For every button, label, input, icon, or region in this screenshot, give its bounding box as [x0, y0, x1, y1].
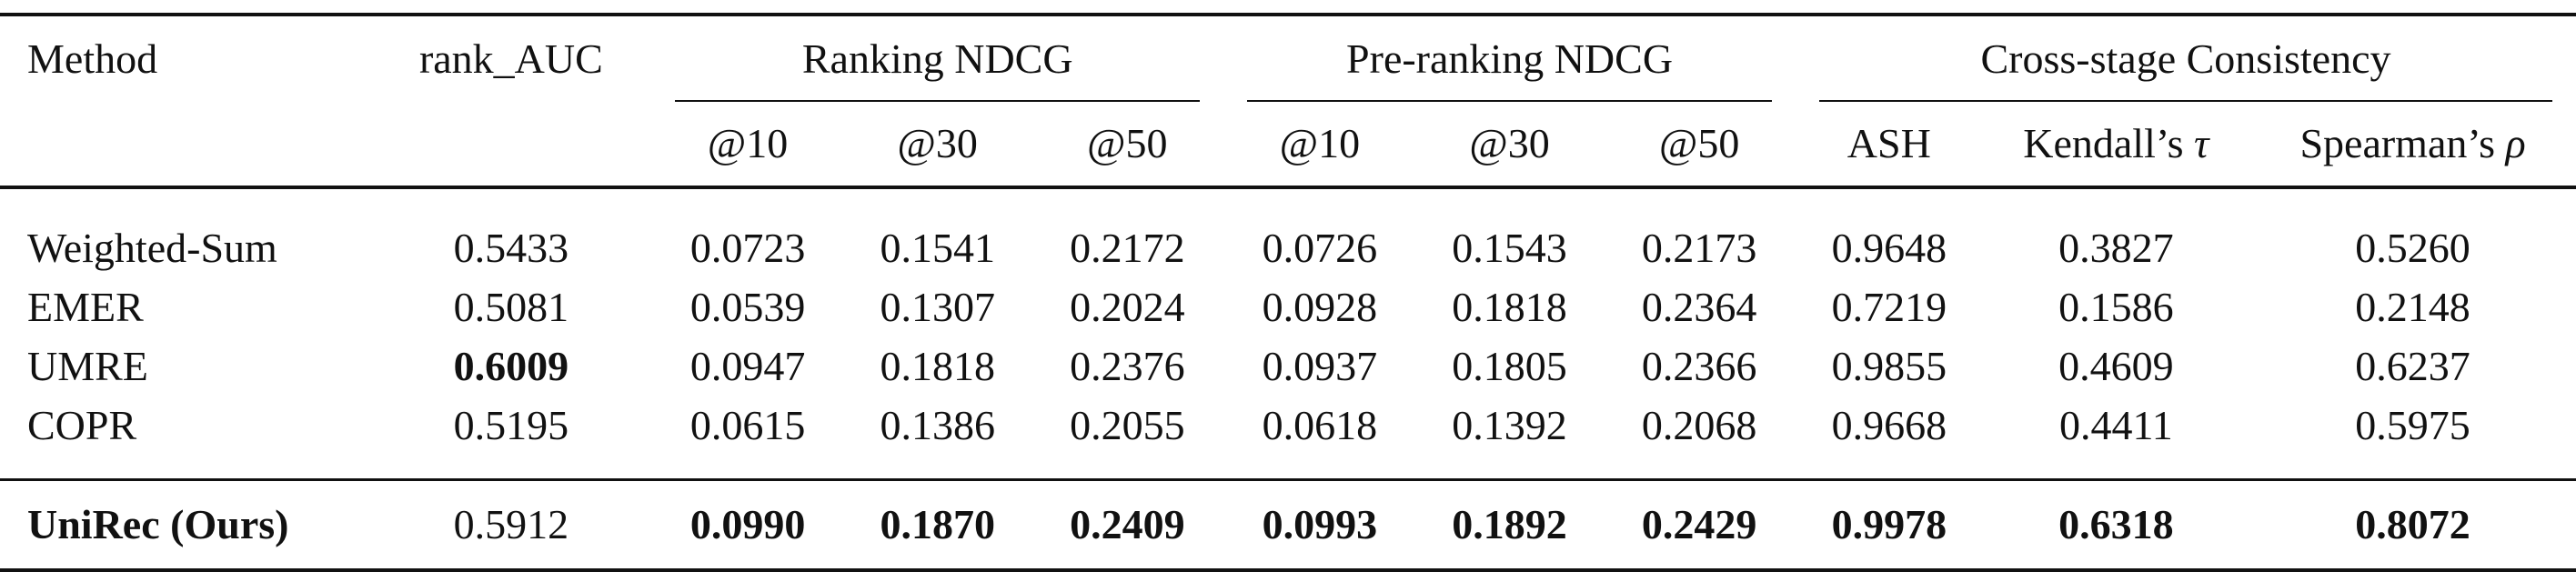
header-preranking-at50: @50 [1658, 120, 1740, 166]
header-spearman: Spearman’s ρ [2249, 102, 2576, 187]
cell-spearman: 0.5975 [2355, 401, 2470, 448]
cell-ranking-at10: 0.0539 [689, 283, 806, 330]
cell-method: UMRE [27, 342, 148, 389]
table-row-emer: EMER 0.5081 0.0539 0.1307 0.2024 0.0928 … [0, 277, 2576, 336]
spearman-rho-symbol: ρ [2505, 120, 2526, 166]
cell-kendall: 0.4609 [2058, 342, 2174, 389]
cell-rank-auc-best: 0.6009 [453, 342, 569, 389]
cell-preranking-at50: 0.2366 [1641, 342, 1757, 389]
cell-kendall: 0.1586 [2058, 283, 2174, 330]
cell-preranking-at50: 0.2364 [1641, 283, 1757, 330]
cell-ranking-at30: 0.1818 [880, 342, 995, 389]
table-row-weighted-sum: Weighted-Sum 0.5433 0.0723 0.1541 0.2172… [0, 187, 2576, 277]
cell-preranking-at50-best: 0.2429 [1641, 501, 1757, 547]
cell-preranking-at10: 0.0928 [1262, 283, 1378, 330]
header-group-ranking-label: Ranking NDCG [801, 35, 1073, 82]
header-rank-auc-spacer [370, 102, 651, 187]
cell-spearman: 0.5260 [2355, 224, 2470, 271]
cell-ash: 0.9668 [1831, 401, 1947, 448]
table-row-unirec-ours: UniRec (Ours) 0.5912 0.0990 0.1870 0.240… [0, 479, 2576, 570]
table-row-copr: COPR 0.5195 0.0615 0.1386 0.2055 0.0618 … [0, 396, 2576, 480]
cell-preranking-at30-best: 0.1892 [1452, 501, 1567, 547]
cell-ranking-at50-best: 0.2409 [1070, 501, 1185, 547]
cell-spearman: 0.2148 [2355, 283, 2470, 330]
group-rule-cross [1818, 100, 2552, 102]
cell-preranking-at10: 0.0618 [1262, 401, 1378, 448]
cell-method: Weighted-Sum [27, 224, 277, 271]
cell-preranking-at30: 0.1818 [1452, 283, 1567, 330]
cell-ranking-at30: 0.1307 [880, 283, 995, 330]
results-table-container: Method rank_AUC Ranking NDCG Pre-ranking… [0, 15, 2576, 570]
cell-ranking-at50: 0.2024 [1070, 283, 1185, 330]
cell-preranking-at50: 0.2068 [1641, 401, 1757, 448]
header-kendall-label: Kendall’s [2023, 120, 2195, 166]
header-group-cross-stage: Cross-stage Consistency [1796, 15, 2576, 102]
header-row-metrics: @10 @30 @50 @10 @30 @50 ASH Kendall’s τ … [0, 102, 2576, 187]
cell-ash: 0.7219 [1831, 283, 1947, 330]
cell-rank-auc: 0.5081 [453, 283, 569, 330]
header-group-ranking-ndcg: Ranking NDCG [651, 15, 1223, 102]
header-group-cross-label: Cross-stage Consistency [1980, 35, 2391, 82]
header-ranking-at30: @30 [897, 120, 978, 166]
header-spearman-label: Spearman’s [2299, 120, 2506, 166]
cell-ranking-at10: 0.0947 [689, 342, 806, 389]
cell-preranking-at10-best: 0.0993 [1262, 501, 1378, 547]
group-rule-ranking [675, 100, 1201, 102]
header-ash: ASH [1846, 120, 1931, 166]
cell-ranking-at10-best: 0.0990 [689, 501, 806, 547]
header-ranking-at50: @50 [1087, 120, 1168, 166]
cell-ranking-at50: 0.2376 [1070, 342, 1185, 389]
cell-spearman-best: 0.8072 [2355, 501, 2470, 547]
header-rank-auc: rank_AUC [418, 35, 603, 82]
cell-kendall: 0.3827 [2058, 224, 2174, 271]
cell-rank-auc: 0.5195 [453, 401, 569, 448]
header-group-preranking-ndcg: Pre-ranking NDCG [1223, 15, 1796, 102]
cell-method-ours: UniRec (Ours) [27, 501, 289, 547]
cell-ranking-at30: 0.1541 [880, 224, 995, 271]
cell-ash-best: 0.9978 [1831, 501, 1947, 547]
header-preranking-at10: @10 [1279, 120, 1361, 166]
cell-kendall: 0.4411 [2058, 401, 2173, 448]
cell-preranking-at30: 0.1543 [1452, 224, 1567, 271]
cell-preranking-at10: 0.0726 [1262, 224, 1378, 271]
cell-preranking-at50: 0.2173 [1641, 224, 1757, 271]
cell-ranking-at50: 0.2055 [1070, 401, 1185, 448]
cell-ranking-at30: 0.1386 [880, 401, 995, 448]
cell-spearman: 0.6237 [2355, 342, 2470, 389]
results-table: Method rank_AUC Ranking NDCG Pre-ranking… [0, 13, 2576, 572]
cell-ash: 0.9648 [1831, 224, 1947, 271]
cell-rank-auc: 0.5433 [453, 224, 569, 271]
header-kendall: Kendall’s τ [1983, 102, 2249, 187]
cell-method: EMER [27, 283, 144, 330]
kendall-tau-symbol: τ [2194, 120, 2209, 166]
header-row-groups: Method rank_AUC Ranking NDCG Pre-ranking… [0, 15, 2576, 102]
cell-preranking-at30: 0.1392 [1452, 401, 1567, 448]
cell-preranking-at30: 0.1805 [1452, 342, 1567, 389]
header-method-spacer [0, 102, 370, 187]
group-rule-preranking [1247, 100, 1772, 102]
cell-preranking-at10: 0.0937 [1262, 342, 1378, 389]
header-method: Method [27, 35, 158, 82]
cell-ash: 0.9855 [1831, 342, 1947, 389]
cell-ranking-at10: 0.0615 [689, 401, 806, 448]
header-preranking-at30: @30 [1469, 120, 1550, 166]
cell-method: COPR [27, 401, 137, 448]
table-row-umre: UMRE 0.6009 0.0947 0.1818 0.2376 0.0937 … [0, 336, 2576, 396]
cell-kendall-best: 0.6318 [2058, 501, 2174, 547]
cell-ranking-at10: 0.0723 [689, 224, 806, 271]
cell-ranking-at50: 0.2172 [1070, 224, 1185, 271]
cell-ranking-at30-best: 0.1870 [880, 501, 995, 547]
header-group-preranking-label: Pre-ranking NDCG [1346, 35, 1674, 82]
header-ranking-at10: @10 [707, 120, 789, 166]
cell-rank-auc: 0.5912 [453, 501, 569, 547]
